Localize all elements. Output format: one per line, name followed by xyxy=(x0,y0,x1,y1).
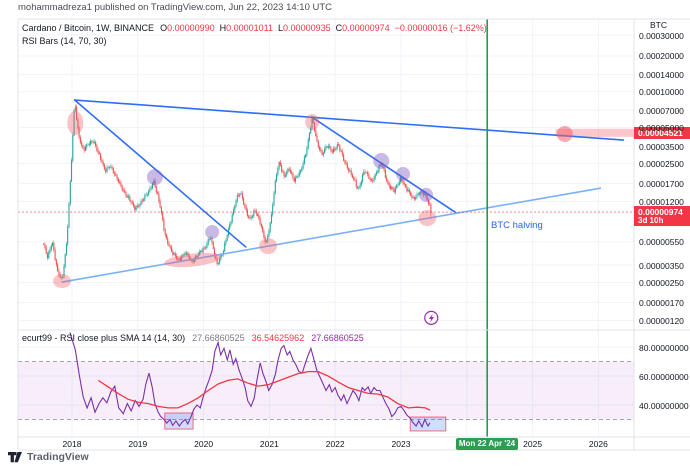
year-label-2018: 2018 xyxy=(62,439,82,449)
time-axis[interactable]: Mon 22 Apr '24 2018 2019 2020 2021 2022 2023 2… xyxy=(0,437,690,450)
purple-touch-circle xyxy=(205,225,220,240)
rsi-value: 27.66860525 xyxy=(311,333,364,343)
price-tick-label: 0.00000250 xyxy=(639,277,684,288)
pink-highlight-ellipse xyxy=(556,125,573,142)
ohlc-c: C0.00000974 xyxy=(335,23,390,33)
year-label-2022: 2022 xyxy=(325,439,345,449)
price-tick-label: 0.00020000 xyxy=(639,51,684,62)
ohlc-h: H0.00001011 xyxy=(219,23,274,33)
rsi-pane xyxy=(69,332,447,432)
rsi-tick-label: 60.00000000 xyxy=(639,371,689,382)
axis-currency-label: BTC xyxy=(650,20,667,30)
ohlc-l: L0.00000935 xyxy=(278,23,331,33)
pink-highlight-ellipse xyxy=(418,209,437,226)
price-tick-label: 0.00000170 xyxy=(639,297,684,308)
year-label-2021: 2021 xyxy=(259,439,279,449)
rsi-highlight-box xyxy=(409,416,447,432)
candlestick-series xyxy=(43,104,432,280)
indicator-legend-rsi-bars[interactable]: RSI Bars (14, 70, 30) xyxy=(22,36,107,46)
symbol-title[interactable]: Cardano / Bitcoin, 1W, BINANCE xyxy=(22,23,155,33)
attribution-text: mohammadreza1 published on TradingView.c… xyxy=(18,2,333,13)
price-tick-label: 0.00010000 xyxy=(639,87,684,98)
btc-halving-label: BTC halving xyxy=(491,220,543,231)
rsi-pane-legend[interactable]: ecurt99 - RSI close plus SMA 14 (14, 30)… xyxy=(22,333,371,343)
last-price-value: 0.00000974 xyxy=(638,207,683,217)
target-price-label: 0.00004521 xyxy=(634,127,690,139)
trendline-ascending-support xyxy=(61,187,602,283)
price-tick-label: 0.00030000 xyxy=(639,30,684,41)
target-price-band xyxy=(555,128,634,137)
trendlines xyxy=(61,99,625,283)
rsi-legend-title[interactable]: ecurt99 - RSI close plus SMA 14 (14, 30) xyxy=(22,333,186,343)
price-change-value: −0.00000016 (−1.62%) xyxy=(394,23,487,33)
purple-touch-circle xyxy=(395,166,410,181)
bar-countdown: 3d 10h xyxy=(638,216,664,225)
footer-branding[interactable]: TradingView xyxy=(8,451,89,463)
year-label-2026: 2026 xyxy=(588,439,608,449)
pink-highlight-ellipse xyxy=(53,274,72,289)
pink-highlight-ellipse xyxy=(259,238,278,255)
price-tick-label: 0.00014000 xyxy=(639,69,684,80)
trendline-upper-resistance xyxy=(73,99,625,141)
last-price-label: 0.00000974 3d 10h xyxy=(634,206,690,226)
purple-touch-circle xyxy=(146,169,163,186)
rsi-value: 36.54625962 xyxy=(251,333,305,343)
purple-touch-circle xyxy=(373,153,390,170)
ohlc-values: O0.00000990 H0.00001011 L0.00000935 C0.0000… xyxy=(160,23,487,33)
halving-date-badge: Mon 22 Apr '24 xyxy=(456,437,518,450)
year-label-2019: 2019 xyxy=(128,439,148,449)
purple-touch-circle xyxy=(419,187,434,202)
pink-highlight-ellipse xyxy=(305,113,320,130)
rsi-line xyxy=(69,332,431,429)
highlight-markers xyxy=(53,110,573,289)
price-tick-label: 0.00001200 xyxy=(639,196,684,207)
chart-frame-lines xyxy=(17,18,690,451)
price-axis[interactable]: BTC 0.00004521 0.00000974 3d 10h 0.00030… xyxy=(634,19,690,450)
rsi-legend-values: 27.66860525 36.54625962 27.66860525 xyxy=(192,333,371,343)
trendline-descending-2 xyxy=(311,116,458,214)
price-tick-label: 0.00002500 xyxy=(639,158,684,169)
rsi-sma-line xyxy=(97,370,431,411)
pink-highlight-ellipse xyxy=(67,110,84,135)
price-tick-label: 0.00007000 xyxy=(639,105,684,116)
price-tick-label: 0.00000350 xyxy=(639,260,684,271)
year-label-2020: 2020 xyxy=(194,439,214,449)
tradingview-logo-text: TradingView xyxy=(27,451,89,463)
tradingview-logo-icon xyxy=(8,452,22,463)
price-tick-label: 0.00000550 xyxy=(639,237,684,248)
price-tick-label: 0.00005000 xyxy=(639,123,684,134)
price-tick-label: 0.00001700 xyxy=(639,178,684,189)
ohlc-o: O0.00000990 xyxy=(160,23,215,33)
year-label-2025: 2025 xyxy=(523,439,543,449)
lightning-idea-icon xyxy=(424,310,439,325)
rsi-tick-label: 40.00000000 xyxy=(639,400,689,411)
trendline-descending-1 xyxy=(73,99,247,248)
price-tick-label: 0.00003500 xyxy=(639,141,684,152)
symbol-legend[interactable]: Cardano / Bitcoin, 1W, BINANCE O0.000009… xyxy=(22,23,487,33)
year-label-2023: 2023 xyxy=(391,439,411,449)
rsi-tick-label: 80.00000000 xyxy=(639,342,689,353)
pink-highlight-ellipse xyxy=(164,252,222,268)
rsi-value: 27.66860525 xyxy=(192,333,245,343)
price-tick-label: 0.00000120 xyxy=(639,315,684,326)
